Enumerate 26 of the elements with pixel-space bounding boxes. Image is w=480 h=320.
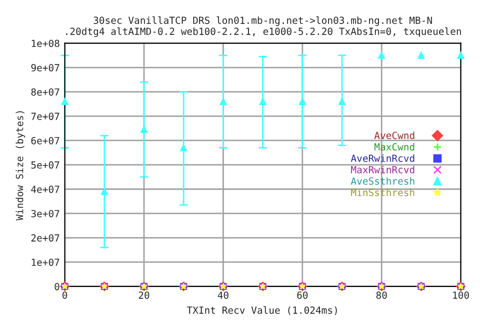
y-tick-label: 8e+07 — [31, 88, 60, 96]
y-tick-label: 1e+07 — [32, 258, 60, 266]
y-tick-label: 6e+07 — [31, 136, 60, 144]
y-tick-label: 3e+07 — [31, 210, 60, 218]
x-tick-label: 100 — [453, 291, 469, 299]
legend-label: MinSsthresh — [351, 188, 414, 196]
y-tick-label: 5e+07 — [31, 161, 60, 169]
legend-label: MaxRwinRcvd — [351, 166, 414, 174]
y-tick-label: 7e+07 — [31, 112, 60, 120]
chart-title: 30sec VanillaTCP DRS lon01.mb-ng.net->lon03.mb-ng.net MB-N .20dtg4 altAIMD-0.2 web100-2.2.1, e1000-5.2.20 TxAbsIn=0, txqueuelen — [66, 16, 461, 37]
y-tick-label: 1e+08 — [32, 40, 60, 48]
x-tick-label: 0 — [62, 291, 68, 299]
legend-label: AveSsthresh — [350, 177, 414, 185]
legend-label: AveRwinRcvd — [350, 154, 414, 162]
y-tick-label: 0 — [54, 282, 60, 290]
x-tick-label: 60 — [297, 291, 308, 299]
x-tick-label: 20 — [138, 291, 150, 299]
y-axis-title: Window Size (bytes) — [16, 111, 26, 220]
legend-label: MaxCwnd — [374, 143, 414, 151]
x-axis-title: TXInt Recv Value (1.024ms) — [186, 306, 337, 315]
x-tick-label: 80 — [376, 291, 387, 299]
y-tick-label: 4e+07 — [31, 186, 60, 193]
x-tick-label: 40 — [218, 291, 228, 299]
legend-label: AveCwnd — [374, 132, 414, 140]
y-tick-label: 9e+07 — [31, 64, 60, 72]
y-tick-label: 2e+07 — [31, 234, 60, 242]
